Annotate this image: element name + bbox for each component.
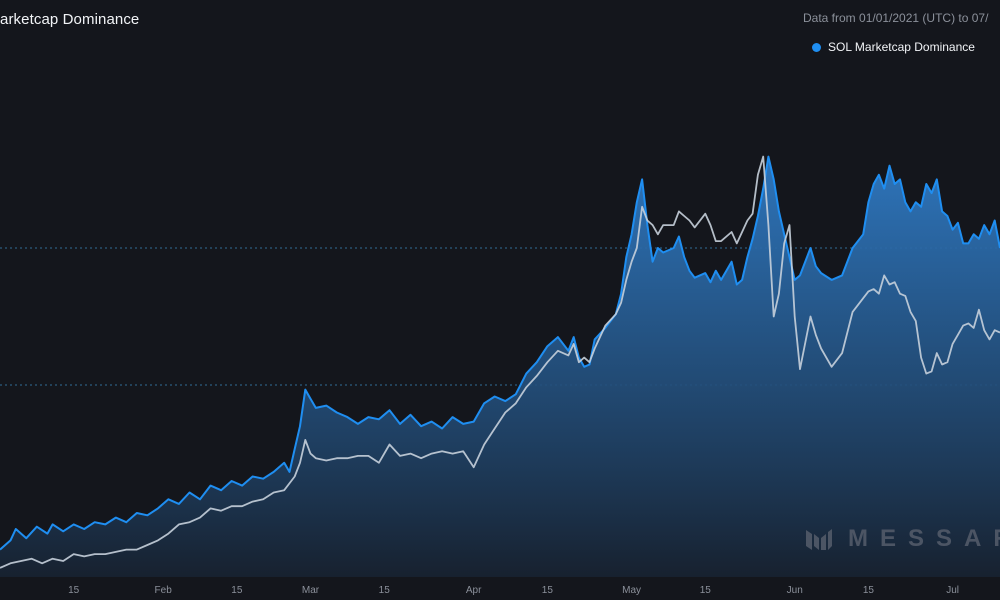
x-tick-label-6: Apr <box>466 585 482 596</box>
x-tick-label-1: 15 <box>68 585 80 596</box>
messari-logo-icon <box>806 529 832 550</box>
x-tick-label-9: 15 <box>700 585 712 596</box>
date-range-subtitle: Data from 01/01/2021 (UTC) to 07/ <box>803 11 989 25</box>
legend-label: SOL Marketcap Dominance <box>828 40 975 54</box>
x-tick-label-7: 15 <box>542 585 554 596</box>
legend-marker-icon <box>812 42 821 52</box>
x-tick-label-12: Jul <box>946 585 959 596</box>
x-axis: 15 Feb 15 Mar 15 Apr 15 May 15 Jun 15 Jul <box>68 585 959 596</box>
chart-title: arketcap Dominance <box>0 11 140 28</box>
x-tick-label-5: 15 <box>379 585 391 596</box>
x-tick-label-2: Feb <box>155 585 173 596</box>
watermark: MESSAR <box>806 525 1000 553</box>
series-area-sol-marketcap-dominance <box>0 156 1000 577</box>
series-line-comparison-1[interactable] <box>0 155 1000 569</box>
watermark-text: MESSAR <box>848 525 1000 552</box>
x-tick-label-11: 15 <box>863 585 875 596</box>
gridlines <box>0 247 1000 386</box>
legend[interactable]: SOL Marketcap Dominance <box>812 40 975 54</box>
x-tick-label-3: 15 <box>231 585 243 596</box>
x-tick-label-4: Mar <box>302 585 320 596</box>
x-tick-label-10: Jun <box>787 585 803 596</box>
series-area-layer <box>0 156 1000 577</box>
series-line-layer <box>0 155 1000 569</box>
x-tick-label-8: May <box>622 585 641 596</box>
